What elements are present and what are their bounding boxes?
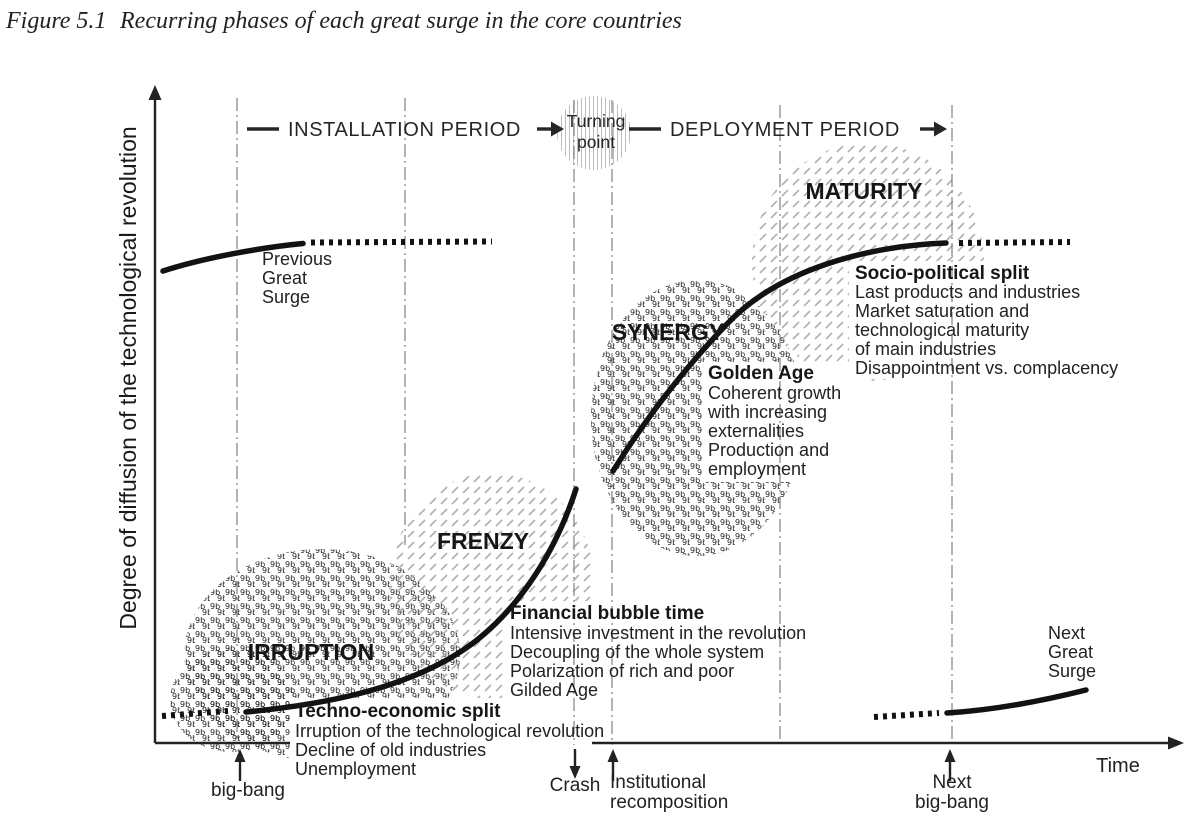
deployment-period-label: DEPLOYMENT PERIOD xyxy=(670,119,900,141)
installation-arrow-icon xyxy=(551,121,564,137)
socio-backplate xyxy=(849,261,1064,379)
deployment-arrow-icon xyxy=(934,121,947,137)
phase-synergy: SYNERGY xyxy=(612,319,724,345)
next-surge-curve xyxy=(944,687,1089,716)
synergy-cloud-texture xyxy=(591,280,803,556)
next-big-bang-label-line1: Next xyxy=(932,772,972,793)
svg-text:with increasing: with increasing xyxy=(707,402,827,422)
timeline-labels: big-bang Crash Institutional recompositi… xyxy=(211,772,989,813)
svg-text:Great: Great xyxy=(1048,642,1093,662)
financial-bubble-block: Financial bubble time Intensive investme… xyxy=(510,603,806,700)
institutional-label-line2: recomposition xyxy=(610,792,728,813)
svg-text:Surge: Surge xyxy=(1048,661,1096,681)
svg-text:Disappointment vs. complacency: Disappointment vs. complacency xyxy=(855,358,1118,378)
bubble-backplate xyxy=(505,601,820,701)
big-bang-up-arrow-icon xyxy=(234,749,246,762)
svg-text:Production and: Production and xyxy=(708,440,829,460)
deployment-curve xyxy=(610,240,949,474)
crash-down-arrow-icon xyxy=(569,766,581,779)
turning-point-line1: Turning xyxy=(567,111,626,131)
svg-text:Gilded Age: Gilded Age xyxy=(510,680,598,700)
svg-text:Surge: Surge xyxy=(262,287,310,307)
current-surge-dotted-start xyxy=(161,708,229,719)
svg-text:externalities: externalities xyxy=(708,421,804,441)
next-big-bang-up-arrow-icon xyxy=(944,749,956,762)
golden-age-block: Golden Age Coherent growth with increasi… xyxy=(707,363,841,479)
bubble-heading: Financial bubble time xyxy=(510,603,704,624)
next-surge-label: Next Great Surge xyxy=(1048,623,1096,681)
previous-surge-curve xyxy=(160,240,306,274)
previous-surge-dotted xyxy=(310,238,493,246)
big-bang-label: big-bang xyxy=(211,780,285,801)
timeline-arrows xyxy=(234,749,956,781)
phase-maturity: MATURITY xyxy=(805,178,922,204)
svg-text:Polarization of rich and poor: Polarization of rich and poor xyxy=(510,661,734,681)
irruption-cloud-texture-2 xyxy=(170,648,294,752)
x-axis-arrow-icon xyxy=(1168,736,1184,750)
diffusion-curves xyxy=(160,238,1089,720)
svg-text:Intensive investment in the re: Intensive investment in the revolution xyxy=(510,623,806,643)
installation-period-label: INSTALLATION PERIOD xyxy=(288,119,521,141)
next-surge-dotted xyxy=(873,710,940,720)
header-marks xyxy=(247,121,947,137)
techno-economic-split-block: Techno-economic split Irruption of the t… xyxy=(295,701,604,779)
figure-caption: Recurring phases of each great surge in … xyxy=(119,8,682,34)
svg-text:Market saturation and: Market saturation and xyxy=(855,301,1029,321)
svg-text:Unemployment: Unemployment xyxy=(295,759,416,779)
turning-point-line2: point xyxy=(577,132,615,152)
phase-frenzy: FRENZY xyxy=(437,528,529,554)
institutional-up-arrow-icon xyxy=(607,749,619,762)
golden-heading: Golden Age xyxy=(708,363,814,384)
svg-text:of main industries: of main industries xyxy=(855,339,996,359)
phase-clouds xyxy=(170,96,984,761)
svg-text:technological maturity: technological maturity xyxy=(855,320,1029,340)
svg-text:Irruption of the technological: Irruption of the technological revolutio… xyxy=(295,721,604,741)
svg-text:Decline of old industries: Decline of old industries xyxy=(295,740,486,760)
svg-text:Next: Next xyxy=(1048,623,1085,643)
installation-curve xyxy=(243,486,579,715)
techno-heading: Techno-economic split xyxy=(295,701,501,722)
maturity-dotted xyxy=(958,239,1071,246)
phase-irruption: IRRUPTION xyxy=(248,639,375,665)
previous-surge-label: Previous Great Surge xyxy=(262,249,332,307)
svg-text:Decoupling of the whole system: Decoupling of the whole system xyxy=(510,642,764,662)
socio-heading: Socio-political split xyxy=(855,263,1030,284)
figure-label: Figure 5.1 xyxy=(5,8,106,34)
x-axis-label: Time xyxy=(1096,755,1140,777)
svg-text:Last products and industries: Last products and industries xyxy=(855,282,1080,302)
crash-label: Crash xyxy=(550,775,601,796)
institutional-label-line1: Institutional xyxy=(610,772,706,793)
svg-text:Previous: Previous xyxy=(262,249,332,269)
next-big-bang-label-line2: big-bang xyxy=(915,792,989,813)
guide-lines xyxy=(236,98,953,745)
svg-text:employment: employment xyxy=(708,459,806,479)
text-backplates xyxy=(290,261,1064,782)
y-axis-label: Degree of diffusion of the technological… xyxy=(115,126,141,629)
svg-text:Great: Great xyxy=(262,268,307,288)
golden-backplate xyxy=(702,362,864,482)
y-axis-arrow-icon xyxy=(148,85,162,100)
techno-backplate xyxy=(290,698,592,782)
svg-text:Coherent growth: Coherent growth xyxy=(708,383,841,403)
socio-political-split-block: Socio-political split Last products and … xyxy=(855,263,1118,378)
